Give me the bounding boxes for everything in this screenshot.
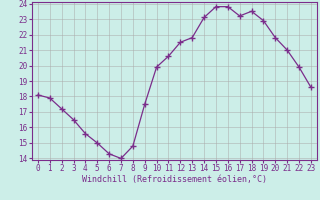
X-axis label: Windchill (Refroidissement éolien,°C): Windchill (Refroidissement éolien,°C) (82, 175, 267, 184)
